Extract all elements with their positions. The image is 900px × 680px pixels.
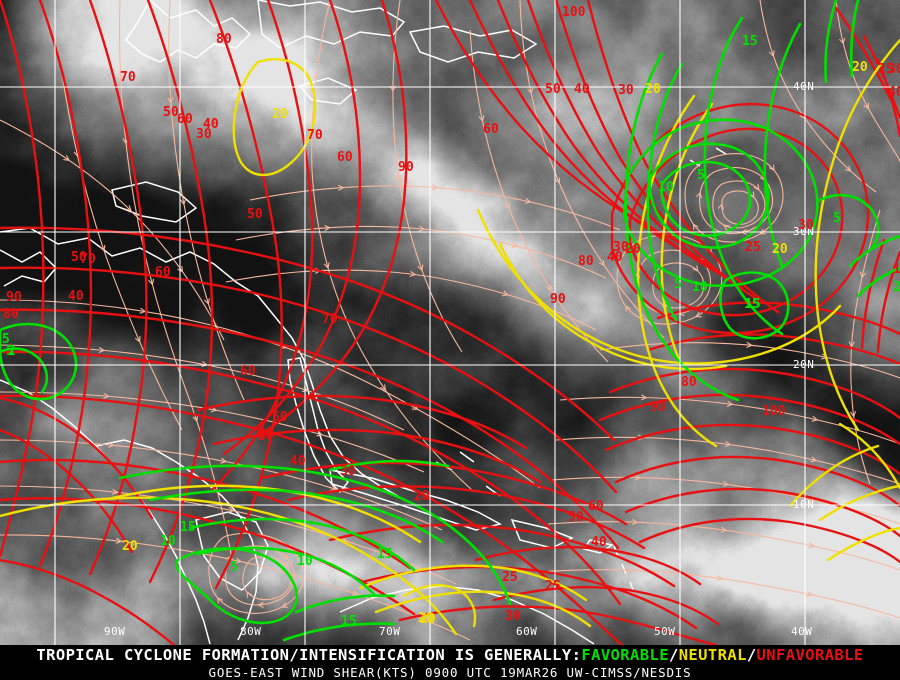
contour-label-70kt: 70 [322, 313, 338, 326]
contour-label-100kt: 100 [562, 6, 585, 19]
satellite-map[interactable]: 40N 30N 20N 10N 90W 80W 70W 60W 50W 40W 100 20 25 30… [0, 0, 900, 645]
contour-label-60kt: 60 [588, 500, 604, 513]
contour-label-80kt: 80 [3, 308, 19, 321]
contour-label-5kt: 5 [230, 561, 238, 574]
lon-label-70w: 70W [379, 626, 400, 637]
contour-label-15kt: 15 [180, 521, 196, 534]
contour-label-80kt: 80 [216, 33, 232, 46]
lon-label-50w: 50W [654, 626, 675, 637]
product-footer: TROPICAL CYCLONE FORMATION/INTENSIFICATI… [0, 645, 900, 680]
contour-label-25kt: 25 [502, 571, 518, 584]
contour-label-50kt: 50 [71, 251, 87, 264]
contour-label-20kt: 20 [272, 108, 288, 121]
contour-label-15kt: 15 [745, 298, 761, 311]
contour-label-10kt: 10 [160, 535, 176, 548]
contour-label-40kt: 40 [888, 86, 900, 99]
neutral-label: NEUTRAL [679, 646, 747, 664]
contour-label-40kt: 40 [68, 290, 84, 303]
lat-label-20n: 20N [793, 359, 814, 370]
contour-label-20kt: 20 [645, 83, 661, 96]
contour-label-10kt: 10 [692, 281, 708, 294]
contour-label-2kt: 2 [893, 281, 900, 294]
contour-label-40kt: 40 [290, 455, 306, 468]
contour-label-15kt: 15 [341, 615, 357, 628]
contour-label-40kt: 40 [574, 83, 590, 96]
contour-label-60kt: 60 [483, 123, 499, 136]
contour-label-60kt: 60 [337, 151, 353, 164]
contour-label-60kt: 60 [177, 113, 193, 126]
lat-label-40n: 40N [793, 81, 814, 92]
contour-label-50kt: 50 [545, 83, 561, 96]
favorability-legend: TROPICAL CYCLONE FORMATION/INTENSIFICATI… [0, 646, 900, 664]
contour-label-20kt: 20 [772, 243, 788, 256]
contour-label-10kt: 10 [297, 555, 313, 568]
contour-label-30kt: 30 [196, 128, 212, 141]
contour-label-90kt: 90 [398, 161, 414, 174]
contour-label-100kt: 100 [762, 405, 785, 418]
contour-label-2kt: 2 [8, 345, 16, 358]
contour-label-10kt: 10 [893, 263, 900, 276]
contour-label-50kt: 50 [258, 430, 274, 443]
contour-label-50kt: 50 [247, 208, 263, 221]
contour-label-10kt: 10 [658, 181, 674, 194]
contour-label-5kt: 5 [833, 212, 841, 225]
contour-label-90kt: 90 [650, 401, 666, 414]
contour-label-30kt: 30 [888, 63, 900, 76]
contour-label-5kt: 5 [697, 169, 705, 182]
lon-label-40w: 40W [791, 626, 812, 637]
contour-label-30kt: 30 [340, 465, 356, 478]
contour-label-80kt: 80 [578, 255, 594, 268]
contour-label-15kt: 15 [377, 548, 393, 561]
contour-label-70kt: 70 [307, 129, 323, 142]
contour-label-70kt: 70 [120, 71, 136, 84]
lon-label-80w: 80W [240, 626, 261, 637]
separator-2: / [747, 646, 757, 664]
contour-label-90kt: 90 [6, 291, 22, 304]
contour-label-20kt: 20 [122, 540, 138, 553]
contour-label-20kt: 20 [852, 61, 868, 74]
contour-label-30kt: 30 [505, 610, 521, 623]
unfavorable-label: UNFAVORABLE [757, 646, 864, 664]
contour-label-20kt: 20 [418, 612, 434, 625]
lon-label-90w: 90W [104, 626, 125, 637]
contour-label-60kt: 60 [155, 266, 171, 279]
contour-label-25kt: 25 [745, 241, 761, 254]
contour-label-40kt: 40 [607, 251, 623, 264]
contour-label-25kt: 25 [545, 580, 561, 593]
lon-label-60w: 60W [516, 626, 537, 637]
contour-label-15kt: 15 [742, 35, 758, 48]
contour-label-40kt: 40 [591, 536, 607, 549]
favorable-label: FAVORABLE [581, 646, 669, 664]
separator-1: / [669, 646, 679, 664]
lat-label-10n: 10N [793, 499, 814, 510]
contour-label-60kt: 60 [240, 365, 256, 378]
headline-prefix: TROPICAL CYCLONE FORMATION/INTENSIFICATI… [36, 646, 581, 664]
contour-label-80kt: 80 [681, 376, 697, 389]
contour-label-60kt: 60 [272, 411, 288, 424]
contour-label-50kt: 50 [568, 511, 584, 524]
wind-shear-product: 40N 30N 20N 10N 90W 80W 70W 60W 50W 40W 100 20 25 30… [0, 0, 900, 680]
contour-label-20kt: 20 [414, 490, 430, 503]
contour-label-5kt: 5 [674, 278, 682, 291]
contour-label-90kt: 90 [550, 293, 566, 306]
product-subtitle: GOES-EAST WIND SHEAR(KTS) 0900 UTC 19MAR… [0, 665, 900, 680]
contour-label-30kt: 30 [618, 84, 634, 97]
contour-label-30kt: 30 [798, 219, 814, 232]
